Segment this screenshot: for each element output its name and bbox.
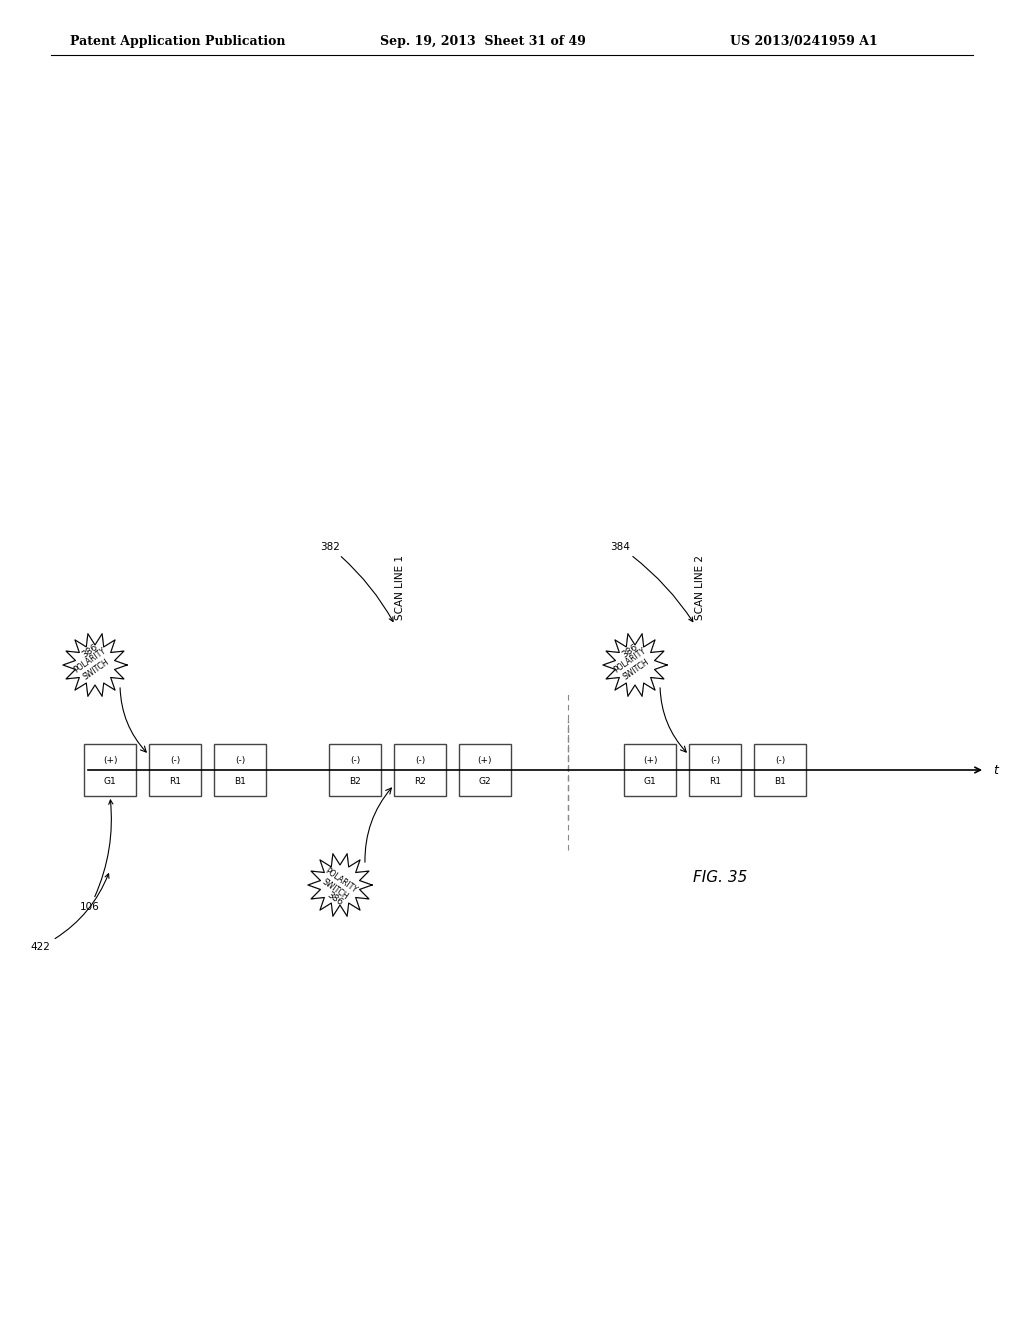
- Text: (-): (-): [234, 755, 245, 764]
- Text: (+): (+): [643, 755, 657, 764]
- Text: Sep. 19, 2013  Sheet 31 of 49: Sep. 19, 2013 Sheet 31 of 49: [380, 36, 586, 48]
- Text: 386: 386: [621, 643, 640, 660]
- Text: 386: 386: [326, 890, 345, 907]
- Text: B1: B1: [234, 776, 246, 785]
- Polygon shape: [308, 854, 372, 916]
- Text: (-): (-): [350, 755, 360, 764]
- Text: G2: G2: [478, 776, 492, 785]
- Text: (-): (-): [775, 755, 785, 764]
- Text: B2: B2: [349, 776, 360, 785]
- FancyBboxPatch shape: [754, 744, 806, 796]
- Text: 422: 422: [30, 874, 109, 952]
- Text: SCAN LINE 2: SCAN LINE 2: [695, 554, 705, 620]
- FancyBboxPatch shape: [689, 744, 741, 796]
- Text: R2: R2: [414, 776, 426, 785]
- Text: 386: 386: [80, 643, 99, 660]
- Text: (+): (+): [478, 755, 493, 764]
- Text: POLARITY
SWITCH: POLARITY SWITCH: [317, 866, 358, 904]
- Text: SCAN LINE 1: SCAN LINE 1: [395, 554, 406, 620]
- FancyBboxPatch shape: [624, 744, 676, 796]
- Text: POLARITY
SWITCH: POLARITY SWITCH: [73, 647, 114, 684]
- Polygon shape: [603, 634, 667, 696]
- Text: POLARITY
SWITCH: POLARITY SWITCH: [612, 647, 653, 684]
- Text: Patent Application Publication: Patent Application Publication: [70, 36, 286, 48]
- Text: (-): (-): [415, 755, 425, 764]
- Text: R1: R1: [709, 776, 721, 785]
- FancyBboxPatch shape: [394, 744, 446, 796]
- Text: B1: B1: [774, 776, 786, 785]
- Text: R1: R1: [169, 776, 181, 785]
- Polygon shape: [63, 634, 127, 696]
- Text: t: t: [993, 763, 997, 776]
- Text: (+): (+): [102, 755, 118, 764]
- Text: (-): (-): [710, 755, 720, 764]
- Text: 384: 384: [610, 543, 693, 622]
- FancyBboxPatch shape: [84, 744, 136, 796]
- FancyBboxPatch shape: [150, 744, 201, 796]
- FancyBboxPatch shape: [459, 744, 511, 796]
- FancyBboxPatch shape: [329, 744, 381, 796]
- Text: G1: G1: [644, 776, 656, 785]
- Text: US 2013/0241959 A1: US 2013/0241959 A1: [730, 36, 878, 48]
- Text: 106: 106: [80, 800, 113, 912]
- Text: 382: 382: [319, 543, 393, 622]
- FancyBboxPatch shape: [214, 744, 266, 796]
- Text: (-): (-): [170, 755, 180, 764]
- Text: FIG. 35: FIG. 35: [693, 870, 748, 884]
- Text: G1: G1: [103, 776, 117, 785]
